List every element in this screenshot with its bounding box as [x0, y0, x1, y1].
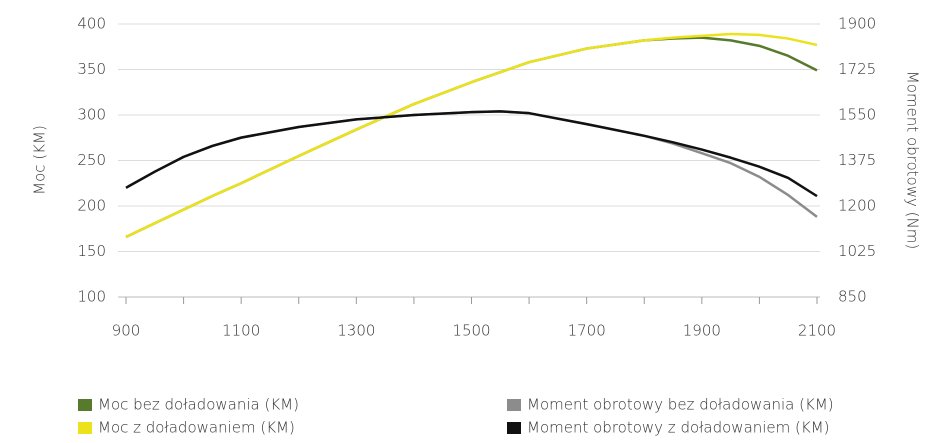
legend-swatch [507, 422, 521, 434]
x-tick-label: 1100 [222, 322, 260, 340]
y2-tick-label: 1375 [838, 151, 876, 169]
y-axis-label: Moc (KM) [31, 125, 49, 195]
y2-axis-label: Moment obrotowy (Nm) [904, 71, 922, 249]
y-tick-label: 250 [77, 151, 106, 169]
y2-tick-label: 1550 [838, 106, 876, 124]
legend-swatch [78, 422, 92, 434]
legend-swatch [78, 399, 92, 411]
legend-label: Moc z doładowaniem (KM) [98, 419, 295, 437]
y2-tick-label: 1025 [838, 242, 876, 260]
y-tick-label: 400 [77, 15, 106, 33]
y2-tick-label: 1725 [838, 60, 876, 78]
legend-label: Moment obrotowy z doładowaniem (KM) [527, 419, 830, 437]
legend-label: Moc bez doładowania (KM) [98, 396, 299, 414]
y2-tick-label: 1200 [838, 197, 876, 215]
y-tick-label: 100 [77, 288, 106, 306]
legend-label: Moment obrotowy bez doładowania (KM) [527, 396, 834, 414]
x-tick-label: 1700 [568, 322, 606, 340]
x-tick-label: 1900 [683, 322, 721, 340]
line-series [125, 110, 818, 218]
x-tick-label: 900 [112, 322, 141, 340]
x-tick-label: 1300 [337, 322, 375, 340]
y-tick-label: 300 [77, 106, 106, 124]
y-tick-label: 150 [77, 242, 106, 260]
y2-tick-label: 1900 [838, 15, 876, 33]
line-series [125, 36, 818, 239]
y-tick-label: 350 [77, 60, 106, 78]
legend-swatch [507, 399, 521, 411]
x-tick-label: 2100 [798, 322, 836, 340]
y2-tick-label: 850 [838, 288, 867, 306]
y-tick-label: 200 [77, 197, 106, 215]
line-series [125, 110, 818, 198]
line-series [125, 32, 818, 239]
x-tick-label: 1500 [452, 322, 490, 340]
